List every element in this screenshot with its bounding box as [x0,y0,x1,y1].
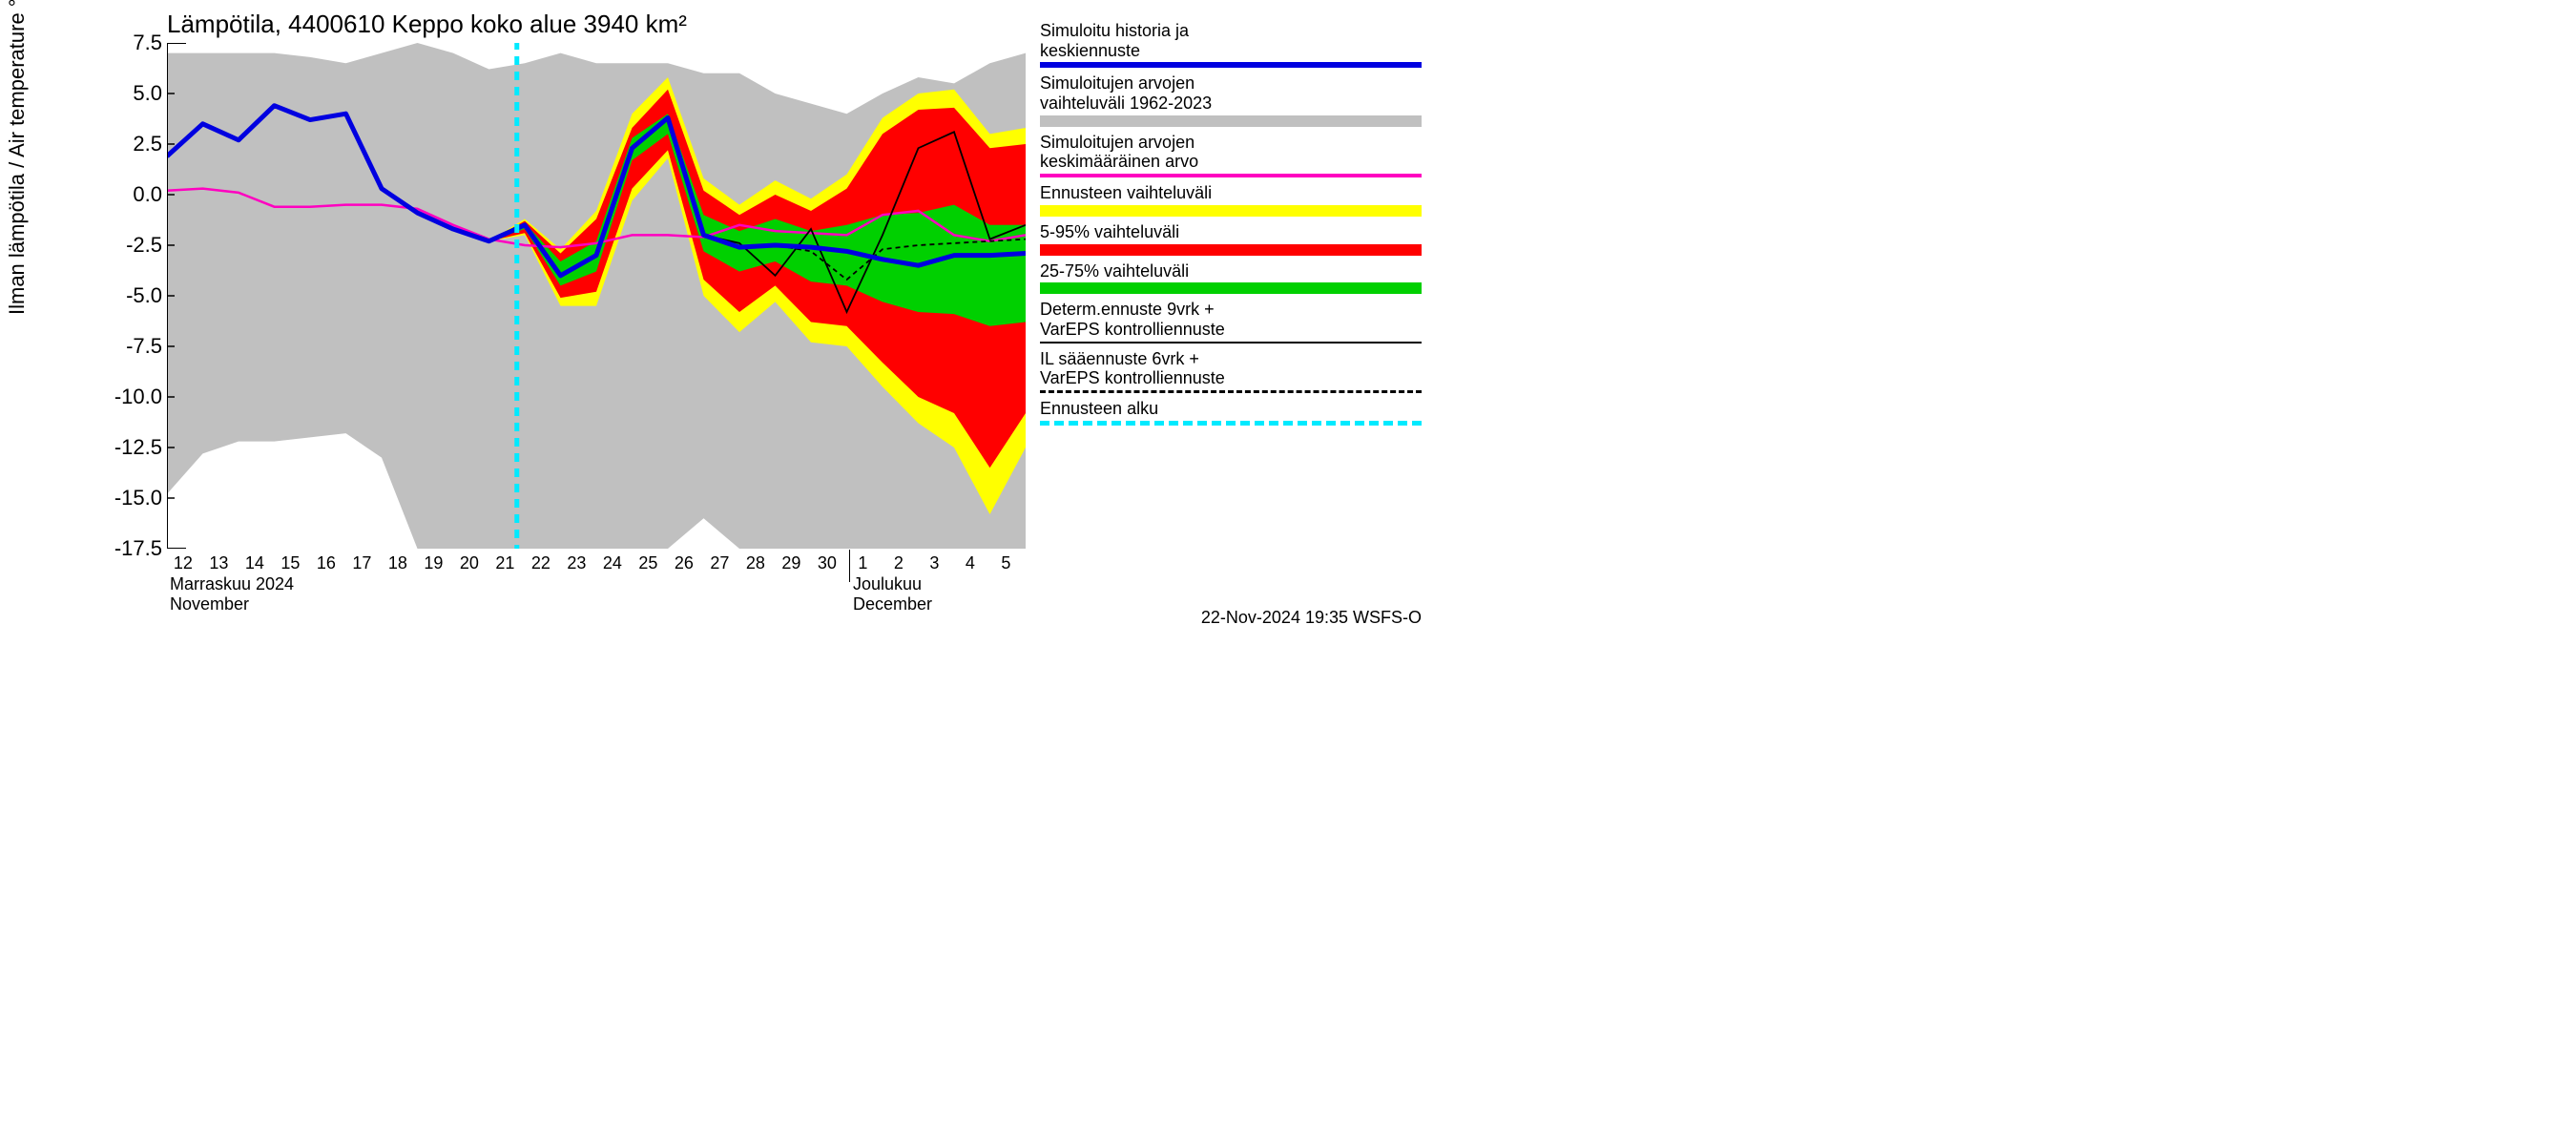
legend-item: Ennusteen vaihteluväli [1040,183,1422,217]
legend-text: 25-75% vaihteluväli [1040,261,1422,281]
y-tick-label: -12.5 [95,435,162,460]
legend-text: vaihteluväli 1962-2023 [1040,94,1422,114]
legend: Simuloitu historia jakeskiennusteSimuloi… [1040,21,1422,431]
legend-text: keskiennuste [1040,41,1422,61]
y-tick-label: -7.5 [95,334,162,359]
legend-swatch [1040,282,1422,294]
y-tick-label: -10.0 [95,385,162,409]
y-tick-label: 5.0 [95,81,162,106]
y-tick-label: -17.5 [95,536,162,561]
legend-text: Simuloitujen arvojen [1040,133,1422,153]
chart-footer: 22-Nov-2024 19:35 WSFS-O [1201,608,1422,628]
legend-swatch [1040,421,1422,426]
month-label-2: Joulukuu December [853,574,932,614]
y-axis-label: Ilman lämpötila / Air temperature °C [5,0,30,315]
legend-text: IL sääennuste 6vrk + [1040,349,1422,369]
legend-item: Simuloitujen arvojenkeskimääräinen arvo [1040,133,1422,177]
y-tick-label: -2.5 [95,233,162,258]
legend-item: Ennusteen alku [1040,399,1422,426]
y-tick-label: 0.0 [95,182,162,207]
legend-swatch [1040,62,1422,68]
x-tick-label: 5 [984,553,1028,573]
month1-en: November [170,594,294,614]
legend-item: IL sääennuste 6vrk + VarEPS kontrollienn… [1040,349,1422,393]
legend-swatch [1040,244,1422,256]
legend-text: 5-95% vaihteluväli [1040,222,1422,242]
month2-fi: Joulukuu [853,574,932,594]
chart-container: Lämpötila, 4400610 Keppo koko alue 3940 … [0,0,1431,635]
y-tick-label: -15.0 [95,486,162,510]
legend-swatch [1040,390,1422,393]
legend-item: 5-95% vaihteluväli [1040,222,1422,256]
legend-text: Simuloitujen arvojen [1040,73,1422,94]
month2-en: December [853,594,932,614]
legend-item: Determ.ennuste 9vrk +VarEPS kontrollienn… [1040,300,1422,343]
legend-text: Determ.ennuste 9vrk + [1040,300,1422,320]
legend-item: Simuloitu historia jakeskiennuste [1040,21,1422,68]
plot-area [167,43,1026,549]
legend-swatch [1040,115,1422,127]
legend-text: VarEPS kontrolliennuste [1040,320,1422,340]
month-divider-tick [849,550,850,582]
legend-swatch [1040,205,1422,217]
y-tick-label: -5.0 [95,283,162,308]
legend-text: keskimääräinen arvo [1040,152,1422,172]
month1-fi: Marraskuu 2024 [170,574,294,594]
legend-swatch [1040,342,1422,344]
legend-item: Simuloitujen arvojenvaihteluväli 1962-20… [1040,73,1422,126]
legend-text: VarEPS kontrolliennuste [1040,368,1422,388]
legend-swatch [1040,174,1422,177]
chart-title: Lämpötila, 4400610 Keppo koko alue 3940 … [167,10,687,39]
y-tick-label: 2.5 [95,132,162,156]
month-label-1: Marraskuu 2024 November [170,574,294,614]
legend-text: Ennusteen vaihteluväli [1040,183,1422,203]
y-tick-label: 7.5 [95,31,162,55]
legend-item: 25-75% vaihteluväli [1040,261,1422,295]
legend-text: Ennusteen alku [1040,399,1422,419]
legend-text: Simuloitu historia ja [1040,21,1422,41]
